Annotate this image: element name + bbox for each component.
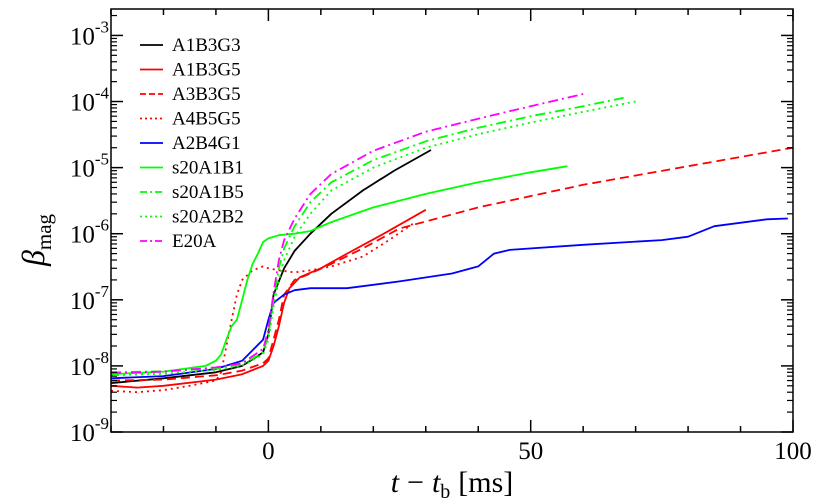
axis-ticks: 0 50 100 10-3 10-4 10-5 10-6 10-7 10-8 10-9	[70, 9, 812, 465]
series-line-a4b5g5	[110, 221, 416, 394]
y-tick-label: 10-4	[70, 84, 110, 117]
series-line-a1b3g3	[110, 149, 432, 384]
y-tick-label: 10-9	[70, 414, 109, 447]
x-tick-label: 50	[518, 438, 543, 465]
legend-label-s20a2b2: s20A2B2	[172, 207, 244, 228]
legend: A1B3G3 A1B3G5 A3B3G5 A4B5G5 A2B4G1 s20A1B1 s20…	[140, 35, 244, 252]
legend-label-s20a1b1: s20A1B1	[172, 158, 244, 179]
legend-label-a1b3g5: A1B3G5	[172, 60, 241, 81]
legend-label-a3b3g5: A3B3G5	[172, 84, 241, 105]
series-line-a1b3g5	[110, 209, 427, 389]
legend-label-a2b4g1: A2B4G1	[172, 133, 241, 154]
legend-label-a4b5g5: A4B5G5	[172, 109, 241, 130]
y-tick-label: 10-7	[70, 282, 110, 315]
legend-label-s20a1b5: s20A1B5	[172, 182, 244, 203]
x-axis-label: t − tb [ms]	[391, 466, 514, 503]
y-tick-label: 10-8	[70, 348, 109, 381]
x-tick-label: 0	[262, 438, 275, 465]
y-tick-label: 10-3	[70, 17, 109, 50]
series-line-e20a	[110, 93, 584, 374]
series-line-s20a1b5	[110, 96, 626, 374]
plot-frame	[110, 8, 794, 433]
legend-label-e20a: E20A	[172, 231, 217, 252]
y-tick-label: 10-5	[70, 150, 109, 183]
y-axis-label: βmag	[15, 213, 56, 267]
series-line-a3b3g5	[110, 146, 794, 382]
x-tick-label: 100	[774, 438, 812, 465]
series-line-s20a2b2	[110, 100, 636, 377]
plot-lines	[110, 93, 794, 394]
legend-label-a1b3g3: A1B3G3	[172, 35, 241, 56]
series-line-s20a1b1	[110, 165, 568, 376]
series-line-a2b4g1	[110, 217, 788, 380]
y-tick-label: 10-6	[70, 216, 109, 249]
